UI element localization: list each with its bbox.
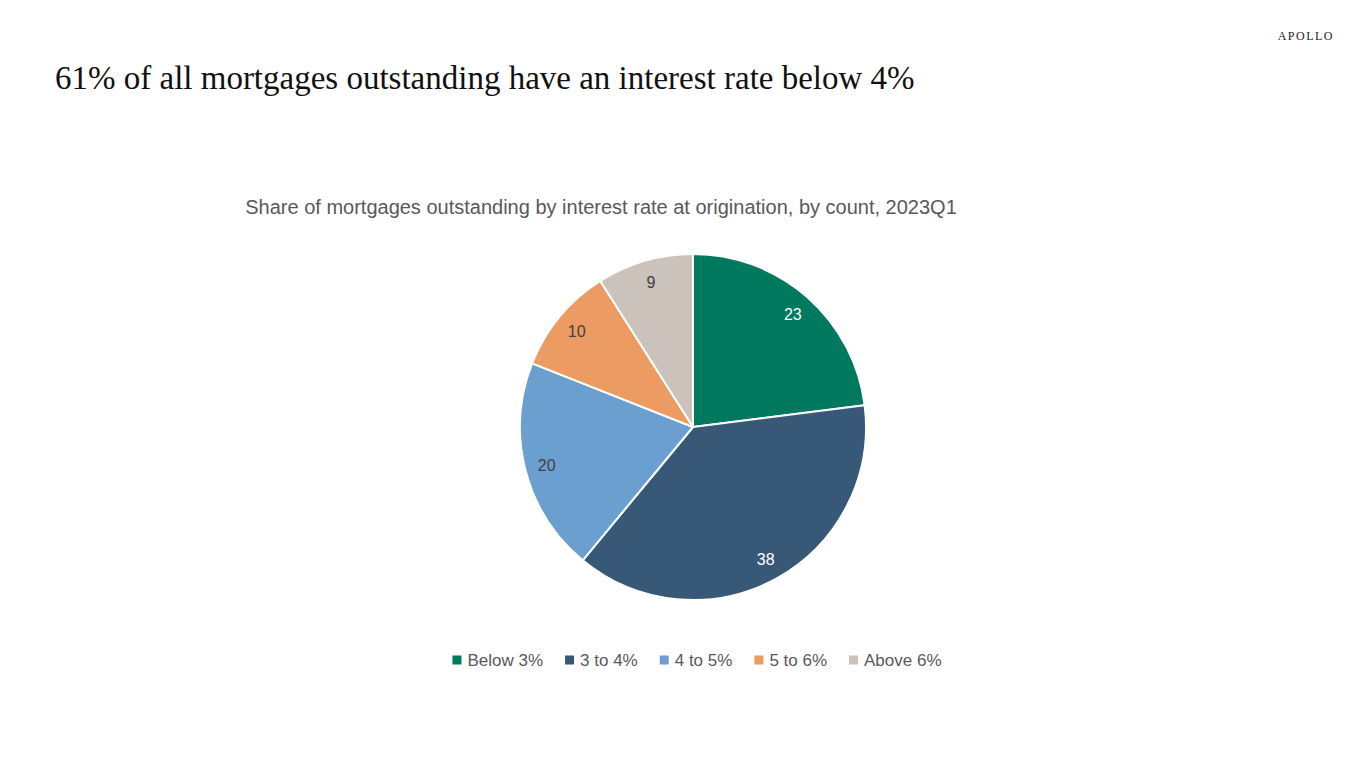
title: 61% of all mortgages outstanding have an… [55,60,915,96]
legend-label: 5 to 6% [769,651,827,670]
legend-swatch [754,656,763,665]
subtitle: Share of mortgages outstanding by intere… [245,196,957,218]
legend-label: Below 3% [467,651,543,670]
data-label: 38 [757,551,775,568]
legend-label: 4 to 5% [675,651,733,670]
data-label: 20 [538,457,556,474]
legend-label: Above 6% [864,651,942,670]
legend-swatch [849,656,858,665]
legend-swatch [565,656,574,665]
data-labels: 23 38 20 10 9 [538,274,802,568]
pie-slice [600,254,693,427]
chart-canvas: APOLLO 61% of all mortgages outstanding h… [0,0,1366,768]
data-label: 23 [784,306,802,323]
data-label: 10 [568,323,586,340]
pie-slice [693,254,865,427]
brand-logo: APOLLO [1278,29,1334,43]
pie [520,254,866,600]
data-label: 9 [646,274,655,291]
legend: Below 3% 3 to 4% 4 to 5% 5 to 6% Above 6% [452,651,941,670]
legend-swatch [452,656,461,665]
legend-label: 3 to 4% [580,651,638,670]
legend-swatch [660,656,669,665]
